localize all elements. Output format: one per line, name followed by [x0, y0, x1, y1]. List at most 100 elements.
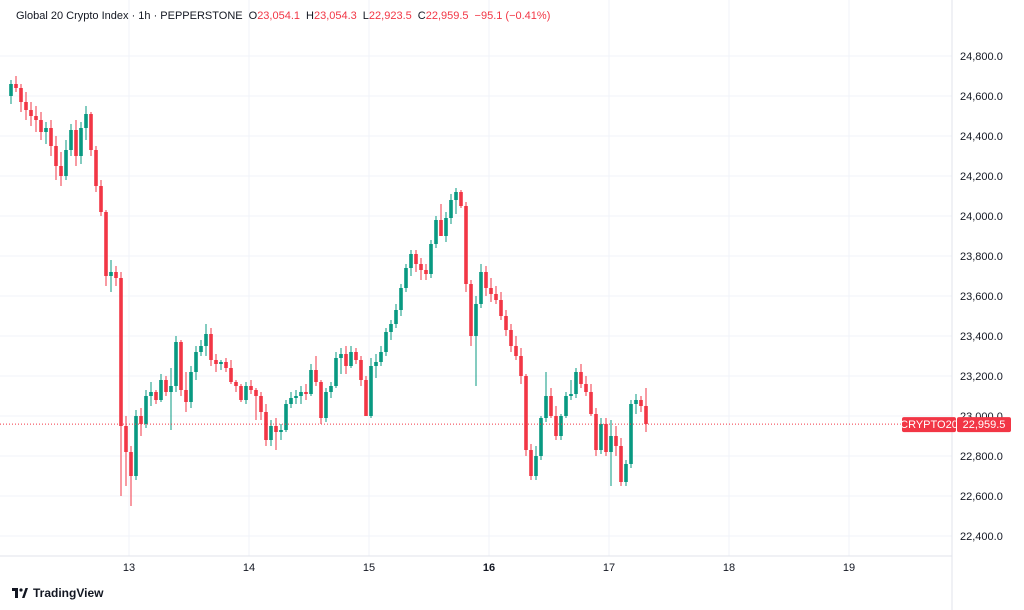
candle[interactable]	[504, 310, 508, 336]
candle[interactable]	[434, 216, 438, 248]
candle[interactable]	[234, 380, 238, 392]
candle[interactable]	[324, 388, 328, 422]
candle[interactable]	[614, 426, 618, 456]
candle[interactable]	[379, 346, 383, 366]
candle[interactable]	[339, 348, 343, 374]
candle[interactable]	[139, 408, 143, 436]
candle[interactable]	[334, 352, 338, 388]
candle[interactable]	[264, 404, 268, 446]
candle[interactable]	[249, 380, 253, 394]
candle[interactable]	[314, 356, 318, 386]
tradingview-brand[interactable]: TradingView	[12, 586, 103, 600]
candle[interactable]	[459, 190, 463, 208]
candle[interactable]	[114, 266, 118, 286]
candle[interactable]	[364, 376, 368, 416]
candle[interactable]	[464, 202, 468, 292]
candle[interactable]	[159, 374, 163, 402]
candle[interactable]	[99, 180, 103, 216]
candle[interactable]	[534, 446, 538, 480]
candle[interactable]	[144, 390, 148, 428]
candle[interactable]	[104, 210, 108, 286]
candle[interactable]	[289, 392, 293, 408]
candle[interactable]	[149, 382, 153, 406]
candle[interactable]	[119, 272, 123, 496]
candle[interactable]	[84, 106, 88, 140]
candle[interactable]	[609, 420, 613, 486]
candle[interactable]	[529, 444, 533, 480]
candle[interactable]	[634, 394, 638, 414]
candle[interactable]	[224, 358, 228, 372]
candle[interactable]	[584, 376, 588, 396]
candle[interactable]	[279, 424, 283, 440]
candle[interactable]	[544, 372, 548, 422]
candle[interactable]	[129, 446, 133, 506]
candle[interactable]	[239, 384, 243, 402]
candle[interactable]	[429, 240, 433, 278]
candle[interactable]	[64, 140, 68, 180]
candle[interactable]	[509, 324, 513, 352]
candle[interactable]	[54, 136, 58, 180]
candle[interactable]	[479, 264, 483, 308]
candle[interactable]	[219, 360, 223, 370]
candle[interactable]	[254, 388, 258, 420]
candle[interactable]	[444, 212, 448, 242]
candle[interactable]	[629, 400, 633, 468]
candle[interactable]	[14, 76, 18, 92]
candle[interactable]	[39, 112, 43, 140]
candle[interactable]	[564, 392, 568, 418]
symbol-title[interactable]: Global 20 Crypto Index · 1h · PEPPERSTON…	[16, 10, 243, 22]
candle[interactable]	[424, 264, 428, 280]
candle[interactable]	[524, 374, 528, 456]
time-axis[interactable]: 13 14 15 16 17 18 19	[123, 562, 855, 574]
candle[interactable]	[179, 340, 183, 396]
candle[interactable]	[134, 410, 138, 480]
candle[interactable]	[589, 384, 593, 416]
candle[interactable]	[44, 122, 48, 144]
candle[interactable]	[319, 380, 323, 424]
candle[interactable]	[174, 336, 178, 392]
candle[interactable]	[554, 406, 558, 440]
candle[interactable]	[619, 438, 623, 486]
candle[interactable]	[164, 376, 168, 396]
candle[interactable]	[299, 386, 303, 404]
candle[interactable]	[644, 388, 648, 432]
candle[interactable]	[404, 264, 408, 292]
candle[interactable]	[439, 204, 443, 236]
candle[interactable]	[399, 284, 403, 316]
candle[interactable]	[49, 120, 53, 156]
candle[interactable]	[359, 356, 363, 386]
candle[interactable]	[624, 460, 628, 486]
candle[interactable]	[29, 102, 33, 126]
candle[interactable]	[79, 122, 83, 164]
candle[interactable]	[389, 320, 393, 340]
candle[interactable]	[449, 194, 453, 224]
candle[interactable]	[539, 416, 543, 460]
candle[interactable]	[229, 360, 233, 384]
candle[interactable]	[24, 92, 28, 120]
candle[interactable]	[274, 418, 278, 450]
candle[interactable]	[344, 346, 348, 374]
candle[interactable]	[9, 80, 13, 104]
candle[interactable]	[454, 188, 458, 214]
candle[interactable]	[74, 120, 78, 166]
candle[interactable]	[494, 286, 498, 304]
candle[interactable]	[414, 250, 418, 272]
candle[interactable]	[34, 106, 38, 132]
candle[interactable]	[569, 380, 573, 400]
candle[interactable]	[199, 340, 203, 356]
candle[interactable]	[259, 392, 263, 420]
candle[interactable]	[499, 292, 503, 320]
candle[interactable]	[304, 384, 308, 400]
candle[interactable]	[329, 382, 333, 398]
candle[interactable]	[574, 368, 578, 398]
candle[interactable]	[469, 280, 473, 346]
candle[interactable]	[394, 304, 398, 328]
candle[interactable]	[94, 146, 98, 192]
candle[interactable]	[354, 348, 358, 364]
candle[interactable]	[594, 408, 598, 456]
candle[interactable]	[59, 152, 63, 186]
candle[interactable]	[514, 336, 518, 360]
candle[interactable]	[169, 368, 173, 430]
candle[interactable]	[384, 328, 388, 356]
